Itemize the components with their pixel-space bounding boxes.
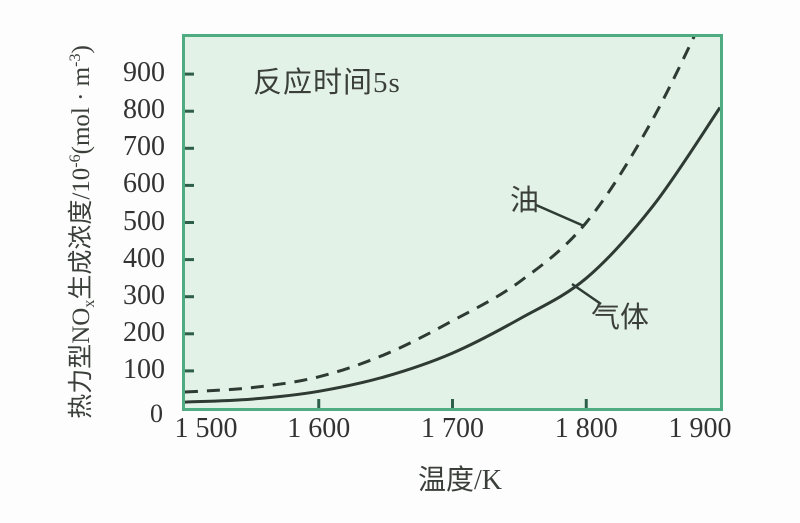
y-tick-label-100: 100 [123, 353, 165, 385]
y-tick-label-700: 700 [123, 131, 165, 163]
y-tick-label-600: 600 [123, 168, 165, 200]
y-tick-label-200: 200 [123, 316, 165, 348]
y-axis-title-part3: (mol · m [68, 66, 95, 155]
y-axis-title-sup-6: -6 [67, 154, 84, 168]
y-axis-title-sup-3: -3 [67, 53, 84, 67]
series-label-oil: 油 [510, 185, 540, 217]
y-tick-label-500: 500 [123, 205, 165, 237]
y-tick-label-800: 800 [123, 94, 165, 126]
y-tick-label-300: 300 [123, 279, 165, 311]
y-tick-label-900: 900 [123, 57, 165, 89]
y-axis-title-part2: 生成浓度/10 [68, 167, 95, 300]
y-axis-title-part4: ) [68, 45, 95, 54]
plot-area: 反应时间5s 油 气体 [182, 34, 723, 411]
gas-leader-line [571, 282, 602, 306]
x-tick-label-1500: 1 500 [174, 413, 238, 444]
origin-tick-label: 0 [150, 399, 163, 428]
x-tick-label-1700: 1 700 [421, 413, 484, 444]
series-label-gas: 气体 [591, 302, 650, 334]
reaction-time-annotation: 反应时间5s [253, 67, 401, 99]
y-axis-title: 热力型NOx生成浓度/10-6(mol · m-3) [61, 45, 99, 419]
curves [185, 37, 720, 404]
x-axis-title: 温度/K [417, 465, 502, 496]
axis-tick-marks [185, 72, 588, 408]
x-tick-label-1600: 1 600 [287, 413, 351, 444]
oil-leader-line [535, 203, 585, 228]
x-tick-label-1800: 1 800 [554, 413, 618, 444]
y-tick-label-400: 400 [123, 242, 165, 274]
oil-curve [185, 37, 696, 394]
x-tick-label-1900: 1 900 [668, 413, 732, 444]
gas-curve [185, 106, 720, 404]
chart-canvas [185, 37, 720, 408]
y-axis-title-part1: 热力型NO [68, 307, 95, 419]
